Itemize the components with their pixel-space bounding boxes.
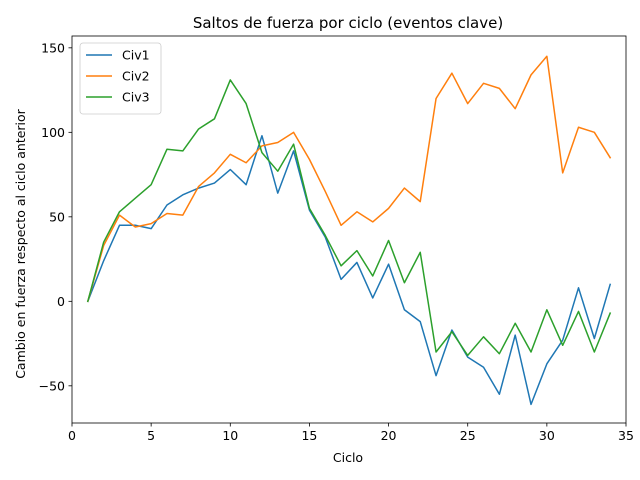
x-tick-label: 30 [539, 428, 555, 443]
y-tick-label: 0 [57, 294, 65, 309]
x-tick-label: 15 [301, 428, 317, 443]
y-tick-label: 50 [49, 209, 65, 224]
y-tick-label: −50 [39, 378, 65, 393]
x-tick-label: 5 [147, 428, 155, 443]
x-tick-label: 25 [460, 428, 476, 443]
plot-area: 0 5 10 15 20 25 30 35 −50 0 50 100 150 Civ1 Civ2 Civ3 [39, 35, 634, 443]
legend-label-civ1: Civ1 [122, 48, 150, 63]
legend-label-civ3: Civ3 [122, 90, 150, 105]
x-tick-label: 35 [618, 428, 634, 443]
x-axis-title: Ciclo [333, 450, 363, 465]
y-tick-label: 100 [41, 125, 65, 140]
x-tick-label: 20 [381, 428, 397, 443]
series-line-civ3 [86, 79, 612, 357]
x-tick-label: 0 [68, 428, 76, 443]
y-tick-label: 150 [41, 40, 65, 55]
y-axis-title: Cambio en fuerza respecto al ciclo anter… [13, 108, 28, 378]
x-tick-label: 10 [222, 428, 238, 443]
series-line-civ2 [86, 55, 612, 303]
chart-title: Saltos de fuerza por ciclo (eventos clav… [193, 14, 503, 32]
axes-frame [71, 35, 627, 424]
series-line-civ1 [86, 134, 612, 406]
legend-label-civ2: Civ2 [122, 69, 150, 84]
